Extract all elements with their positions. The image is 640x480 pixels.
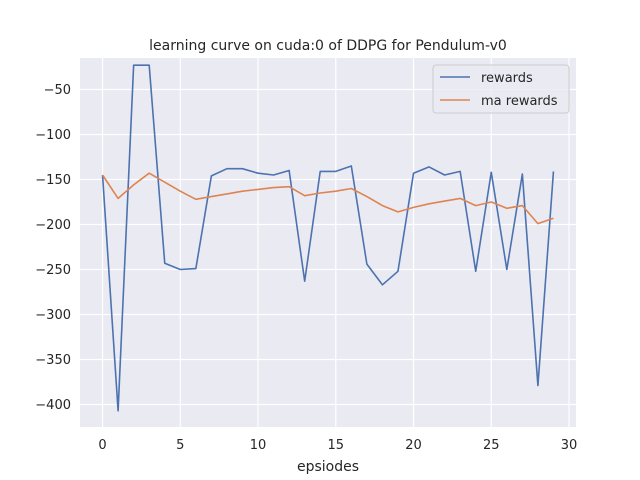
y-tick-label: −400 <box>35 398 71 413</box>
x-tick-label: 10 <box>250 438 267 453</box>
x-tick-label: 30 <box>561 438 578 453</box>
series-line-ma-rewards <box>101 172 554 225</box>
x-tick-label: 25 <box>483 438 500 453</box>
x-tick-label: 20 <box>405 438 422 453</box>
chart-title: learning curve on cuda:0 of DDPG for Pen… <box>149 38 507 54</box>
y-tick-label: −300 <box>35 308 71 323</box>
x-tick-label: 0 <box>98 438 106 453</box>
y-tick-label: −200 <box>35 218 71 233</box>
legend: rewards ma rewards <box>432 64 570 114</box>
y-axis-ticks: −50 −100 −150 −200 −250 −300 −350 −400 <box>35 83 71 413</box>
y-tick-label: −350 <box>35 353 71 368</box>
legend-label-rewards: rewards <box>481 71 533 86</box>
x-axis-ticks: 0 5 10 15 20 25 30 <box>98 438 577 453</box>
series-layer <box>101 64 555 412</box>
y-tick-label: −100 <box>35 128 71 143</box>
legend-label-ma-rewards: ma rewards <box>481 94 558 109</box>
x-axis-label: epsiodes <box>297 459 359 475</box>
y-tick-label: −250 <box>35 263 71 278</box>
x-tick-label: 5 <box>176 438 184 453</box>
series-line-rewards <box>101 64 555 412</box>
y-tick-label: −150 <box>35 173 71 188</box>
y-tick-label: −50 <box>44 83 71 98</box>
x-tick-label: 15 <box>328 438 345 453</box>
